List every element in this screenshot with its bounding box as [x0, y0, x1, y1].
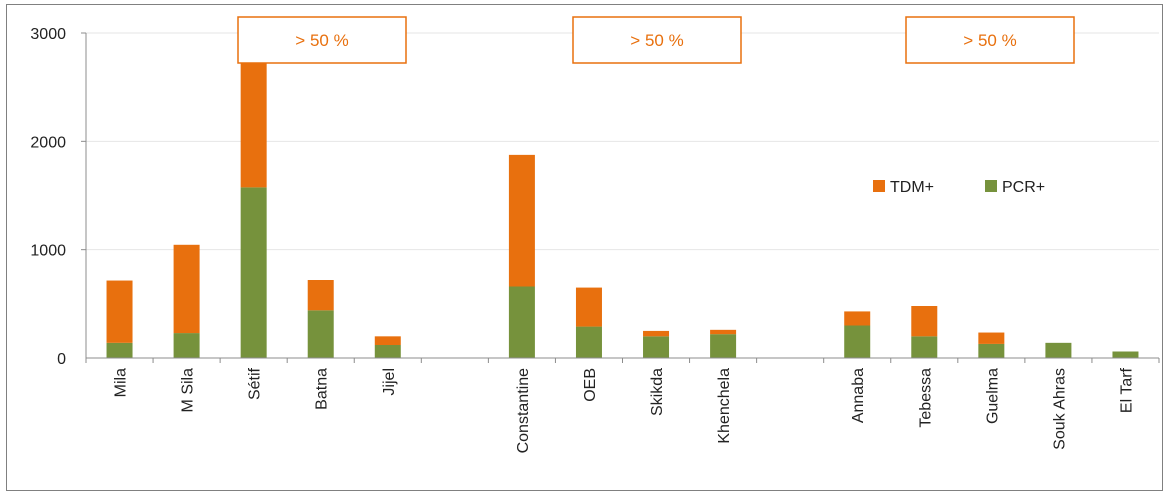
bar-pcr-guelma [978, 343, 1005, 358]
y-tick-labels: 0 1000 2000 3000 [30, 26, 66, 368]
y-tick-label: 0 [57, 351, 66, 368]
legend-swatch [985, 180, 997, 192]
y-tick-label: 2000 [30, 134, 66, 151]
bar-pcr-khenchela [710, 334, 737, 358]
annotation-box [237, 16, 407, 64]
category-label: Annaba [850, 368, 867, 423]
bar-pcr-sétif [240, 187, 267, 358]
category-label: Khenchela [716, 368, 733, 444]
category-label: Souk Ahras [1051, 368, 1068, 450]
bar-pcr-constantine [508, 286, 535, 358]
category-label: Mila [113, 368, 130, 397]
category-label: Batna [314, 368, 331, 410]
bar-tdm-jijel [374, 336, 401, 345]
bar-tdm-tebessa [911, 306, 938, 337]
bar-pcr-annaba [844, 325, 871, 358]
legend-label: TDM+ [890, 179, 934, 196]
legend-label: PCR+ [1002, 179, 1045, 196]
bar-tdm-batna [307, 280, 334, 311]
y-tick-label: 3000 [30, 26, 66, 43]
bar-tdm-skikda [643, 330, 670, 337]
category-label: Jijel [381, 368, 398, 396]
bar-tdm-guelma [978, 332, 1005, 344]
bar-tdm-khenchela [710, 329, 737, 335]
category-label: Tebessa [917, 368, 934, 428]
bar-tdm-mila [106, 280, 133, 343]
annotation-text: > 50 % [963, 31, 1016, 50]
bar-pcr-jijel [374, 345, 401, 358]
bar-pcr-souk-ahras [1045, 342, 1072, 358]
bar-pcr-tebessa [911, 336, 938, 358]
annotations: > 50 % > 50 % > 50 % [237, 16, 1075, 64]
bar-pcr-skikda [643, 336, 670, 358]
bar-tdm-annaba [844, 311, 871, 326]
legend: TDM+ PCR+ [873, 179, 1045, 196]
category-label: Constantine [515, 368, 532, 453]
bar-tdm-constantine [508, 154, 535, 287]
annotation-text: > 50 % [630, 31, 683, 50]
annotation-box [905, 16, 1075, 64]
annotation-box [572, 16, 742, 64]
annotation-text: > 50 % [295, 31, 348, 50]
bar-pcr-el-tarf [1112, 351, 1139, 358]
category-label: Guelma [984, 368, 1001, 424]
y-tick-label: 1000 [30, 243, 66, 260]
category-label: Skikda [649, 368, 666, 416]
bar-pcr-mila [106, 342, 133, 358]
bar-pcr-oeb [575, 326, 602, 358]
bar-tdm-m-sila [173, 244, 200, 334]
category-label: El Tarf [1118, 367, 1135, 413]
bar-tdm-sétif [240, 56, 267, 188]
category-label: OEB [582, 368, 599, 402]
axes [81, 32, 1160, 363]
category-label: Sétif [247, 367, 264, 400]
x-category-labels: Mila M Sila Sétif Batna Jijel Constantine OEB S… [113, 367, 1136, 453]
legend-swatch [873, 180, 885, 192]
bar-pcr-m-sila [173, 333, 200, 358]
category-label: M Sila [180, 368, 197, 413]
bars [106, 56, 1139, 358]
bar-pcr-batna [307, 310, 334, 358]
bar-tdm-oeb [575, 287, 602, 327]
